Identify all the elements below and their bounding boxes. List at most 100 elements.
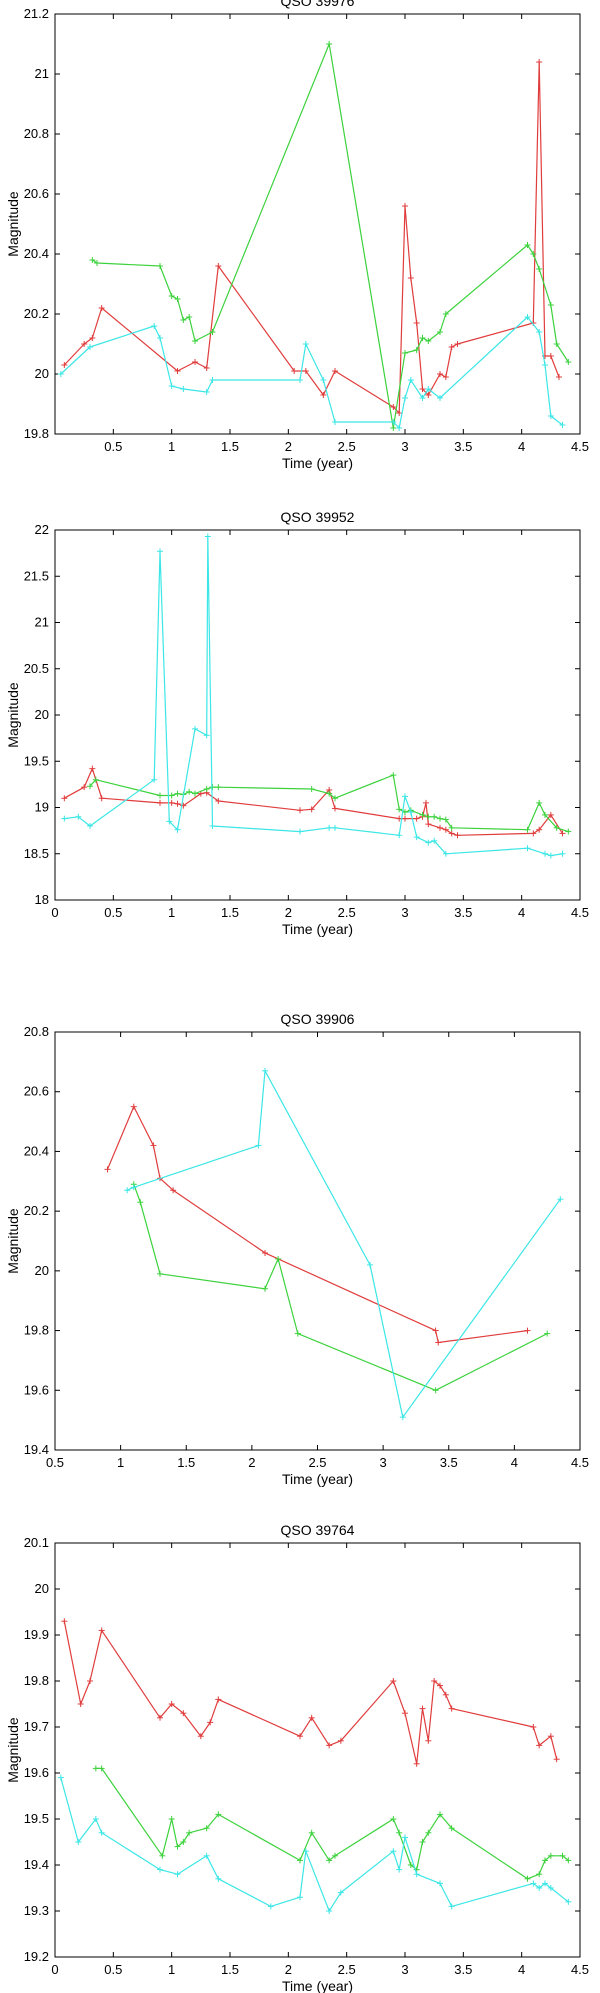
data-point-red [448,830,455,837]
x-tick-label: 2 [248,1455,255,1470]
data-point-green [419,1839,426,1845]
data-point-green [542,811,548,818]
data-point-green [137,1199,144,1206]
x-axis-label: Time (year) [282,1978,353,1993]
data-point-green [174,296,181,302]
data-point-red [61,362,68,368]
data-point-cyan [297,828,303,835]
data-point-red [326,1742,333,1749]
data-point-green [186,788,193,795]
data-point-green [94,260,100,266]
y-tick-label: 19.7 [24,1719,49,1734]
data-point-cyan [151,323,158,329]
plot-frame [54,13,581,435]
data-point-green [553,824,560,831]
data-point-cyan [542,362,548,368]
data-point-red [215,263,222,269]
data-point-green [326,790,333,797]
data-point-cyan [130,1184,137,1191]
y-tick-label: 19.5 [24,1811,49,1826]
data-point-cyan [209,823,216,829]
data-point-red [547,353,554,359]
data-point-green [174,790,181,797]
data-point-red [61,795,68,802]
data-point-cyan [530,1880,537,1887]
x-axis-label: Time (year) [282,455,353,471]
data-point-red [308,1714,315,1721]
data-point-cyan [437,1880,443,1887]
x-tick-label: 3.5 [440,1455,458,1470]
data-point-red [98,795,105,802]
data-point-red [413,815,420,822]
chart-title: QSO 39952 [281,509,355,525]
chart-panel-4: QSO 39764 Time (year) Magnitude 0 0.5 1 1.5 2 2.… [5,1522,589,1993]
series-red [61,765,566,839]
y-tick-label: 20.4 [24,1143,49,1158]
data-point-green [524,1875,531,1882]
data-point-cyan [542,1880,548,1887]
data-point-red [168,799,175,806]
data-point-red [425,392,432,398]
data-point-red [332,805,338,812]
data-point-cyan [547,852,554,859]
y-tick-label: 20.6 [24,186,49,201]
data-point-red [413,1760,420,1767]
data-point-red [89,765,96,772]
data-point-red [407,275,414,281]
data-point-cyan [87,823,93,829]
y-tick-label: 21.5 [24,568,49,583]
x-tick-label: 3 [380,1455,387,1470]
plot-frame [54,1031,581,1451]
x-tick-label: 0.5 [46,1455,64,1470]
data-point-cyan [157,335,163,341]
data-point-cyan [151,776,158,783]
data-point-cyan [536,1885,543,1891]
data-point-red [437,824,443,831]
data-point-cyan [337,1889,344,1896]
data-point-green [565,828,572,835]
series-cyan [57,1774,572,1914]
data-point-green [407,1862,414,1868]
y-axis-label: Magnitude [5,1208,21,1274]
data-point-cyan [326,1908,333,1914]
data-point-green [419,811,426,818]
data-point-green [547,1852,554,1859]
data-point-green [559,1852,566,1859]
data-point-green [168,792,175,799]
data-point-green [308,1829,315,1836]
data-point-cyan [75,1839,82,1845]
data-point-red [207,1719,214,1726]
data-point-cyan [157,548,163,555]
data-point-cyan [75,813,82,820]
y-tick-label: 19.5 [24,753,49,768]
data-point-red [320,392,327,398]
data-point-cyan [204,533,211,540]
y-tick-label: 20.5 [24,661,49,676]
data-point-red [547,811,554,818]
data-point-green [87,783,93,790]
x-tick-label: 2.5 [308,1455,326,1470]
plot-frame [54,529,581,901]
data-point-cyan [547,413,554,419]
data-point-green [448,1825,455,1832]
data-point-cyan [255,1142,262,1149]
y-tick-label: 21 [35,615,49,630]
data-point-cyan [396,832,403,839]
data-point-red [203,365,210,371]
data-point-cyan [547,1885,554,1891]
series-line-red [63,61,560,414]
y-tick-label: 21.2 [24,6,49,21]
data-point-red [437,371,443,377]
x-tick-label: 0 [51,905,58,920]
data-point-green [192,790,198,797]
data-point-red [437,1682,443,1689]
chart-panel-1: QSO 39976 Time (year) Magnitude 0.5 1 1.5 2 2.5… [5,0,589,471]
data-point-green [157,1270,163,1277]
data-point-green [390,1816,397,1822]
y-tick-label: 19.3 [24,1903,49,1918]
x-tick-label: 3 [401,439,408,454]
data-point-green [203,786,210,792]
data-point-cyan [166,818,173,825]
y-tick-label: 19.9 [24,1627,49,1642]
